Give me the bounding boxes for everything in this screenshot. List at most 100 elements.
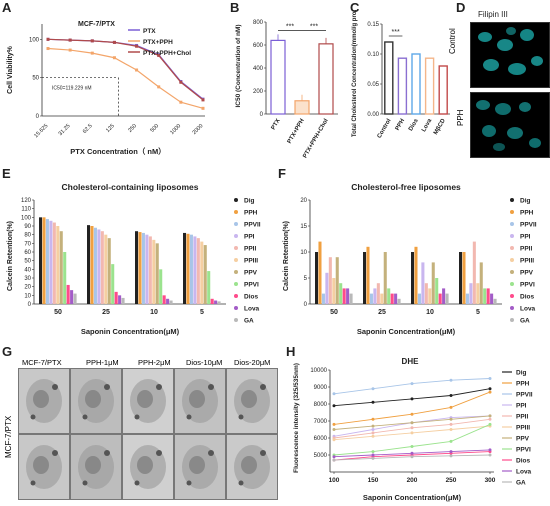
e-bar-3-5 — [200, 241, 204, 304]
chart-b-ic50: 0 200 400 600 800 IC50 (Concentration of nM) P… — [235, 20, 338, 159]
f-bar-0-10 — [349, 293, 353, 304]
c-xtick-label-4: MβCD — [433, 117, 447, 136]
f-bar-2-1 — [414, 246, 418, 304]
h-xlabel: Saponin Concentration(μM) — [363, 493, 462, 502]
e-ytick-label-9: 90 — [24, 224, 31, 230]
e-legend-swatch-9 — [234, 306, 238, 310]
a-point-2-3 — [112, 40, 116, 44]
f-bar-1-3 — [373, 288, 377, 304]
f-bar-3-7 — [483, 288, 487, 304]
e-ylabel: Calcein Retention(%) — [7, 221, 14, 291]
h-point-6-4 — [488, 414, 492, 418]
c-bar-0 — [384, 41, 394, 115]
a-series-line-1 — [47, 47, 204, 109]
e-bar-0-2 — [45, 219, 49, 304]
h-legend-label-9: Lova — [516, 469, 532, 476]
chart-h-dhe: 5000 6000 7000 8000 9000 10000 Fluorescence in… — [293, 357, 533, 502]
e-bar-1-10 — [121, 297, 125, 304]
e-legend-swatch-5 — [234, 258, 238, 262]
h-point-0-0 — [332, 404, 336, 408]
micrograph-control — [470, 22, 550, 88]
e-ytick-label-4: 40 — [24, 267, 31, 273]
chart-f-cholfree-liposomes: 0 5 10 15 20 Calcein Retention(%) Saponin Conc… — [283, 182, 537, 336]
tem-image-0-2 — [122, 368, 174, 434]
h-point-0-2 — [410, 397, 414, 401]
e-bar-2-7 — [159, 269, 163, 304]
b-xtick-label-1: PTX+PPH — [287, 118, 306, 145]
panel-label-c: C — [350, 0, 360, 15]
f-ytick-label-0: 0 — [304, 302, 308, 308]
f-bar-0-6 — [335, 257, 339, 304]
e-xlabel: Saponin Concentration(μM) — [81, 327, 180, 336]
e-legend-label-6: PPV — [244, 270, 258, 277]
h-point-10-0 — [332, 458, 336, 462]
tem-row-label: MCF-7/PTX — [4, 415, 13, 458]
h-point-6-2 — [410, 421, 414, 425]
f-bar-3-5 — [476, 283, 480, 304]
h-xtick-label-0: 100 — [329, 477, 340, 484]
a-xtick-label-3: 125 — [105, 123, 116, 134]
h-point-0-3 — [449, 394, 453, 397]
e-bar-1-5 — [104, 234, 108, 304]
f-xtick-label-0: 50 — [330, 309, 338, 316]
c-bar-3 — [424, 57, 435, 115]
tem-col-0: MCF-7/PTX — [22, 358, 62, 367]
h-point-4-1 — [371, 431, 375, 435]
e-bar-3-7 — [207, 271, 211, 304]
h-point-10-2 — [410, 455, 414, 459]
e-xtick-label-2: 10 — [150, 309, 158, 316]
c-ytick-label-0: 0.00 — [367, 112, 379, 118]
f-xtick-label-3: 5 — [476, 309, 480, 316]
e-bar-1-8 — [114, 291, 118, 304]
f-bar-1-9 — [394, 293, 398, 304]
a-xtick-label-6: 1000 — [169, 123, 182, 136]
h-point-1-3 — [449, 405, 453, 409]
e-ytick-label-7: 70 — [24, 241, 31, 247]
f-legend-label-9: Lova — [520, 306, 536, 313]
a-legend-label-1: PTX+PPH — [143, 39, 173, 46]
a-xtick-label-2: 62.5 — [82, 123, 94, 135]
f-ytick-label-3: 15 — [300, 224, 307, 230]
e-legend-label-10: GA — [244, 318, 254, 325]
row-label-control: Control — [448, 28, 457, 54]
h-point-9-0 — [332, 455, 336, 459]
f-bar-1-7 — [387, 288, 391, 304]
e-bar-3-1 — [186, 233, 190, 304]
f-bar-1-0 — [363, 252, 367, 304]
f-bar-2-8 — [438, 293, 442, 304]
e-bar-0-5 — [56, 226, 60, 304]
f-bar-0-8 — [342, 288, 346, 304]
f-legend-swatch-9 — [510, 306, 514, 310]
h-ytick-label-4: 9000 — [314, 385, 328, 391]
h-ytick-label-3: 8000 — [314, 402, 328, 408]
a-point-2-1 — [68, 38, 72, 42]
f-title: Cholesterol-free liposomes — [351, 182, 461, 192]
h-point-1-4 — [488, 390, 492, 394]
f-legend-swatch-2 — [510, 222, 514, 226]
c-bar-1 — [397, 57, 408, 115]
f-bar-2-5 — [428, 288, 432, 304]
h-point-1-1 — [371, 417, 375, 421]
b-ytick-label-0: 0 — [260, 112, 264, 118]
f-bar-0-2 — [321, 293, 325, 304]
e-legend-label-9: Lova — [244, 306, 260, 313]
h-point-2-1 — [371, 387, 375, 391]
f-legend-label-10: GA — [520, 318, 530, 325]
panel-label-e: E — [2, 166, 11, 181]
e-bar-3-0 — [183, 232, 187, 304]
e-bar-2-6 — [155, 243, 159, 304]
a-point-2-2 — [90, 39, 94, 43]
h-point-4-4 — [488, 417, 492, 421]
a-ytick-label-2: 100 — [29, 37, 40, 43]
a-xtick-label-5: 500 — [149, 123, 160, 134]
b-sig-0: *** — [286, 23, 294, 30]
e-bar-1-9 — [118, 295, 122, 304]
tem-col-2: PPH-2μM — [138, 358, 171, 367]
f-xtick-label-1: 25 — [378, 309, 386, 316]
tem-image-1-0 — [18, 434, 70, 500]
f-bar-3-9 — [490, 293, 494, 304]
b-bar-1 — [294, 100, 310, 115]
h-point-7-1 — [371, 450, 375, 454]
h-point-1-0 — [332, 422, 336, 426]
a-point-1-2 — [90, 51, 94, 55]
